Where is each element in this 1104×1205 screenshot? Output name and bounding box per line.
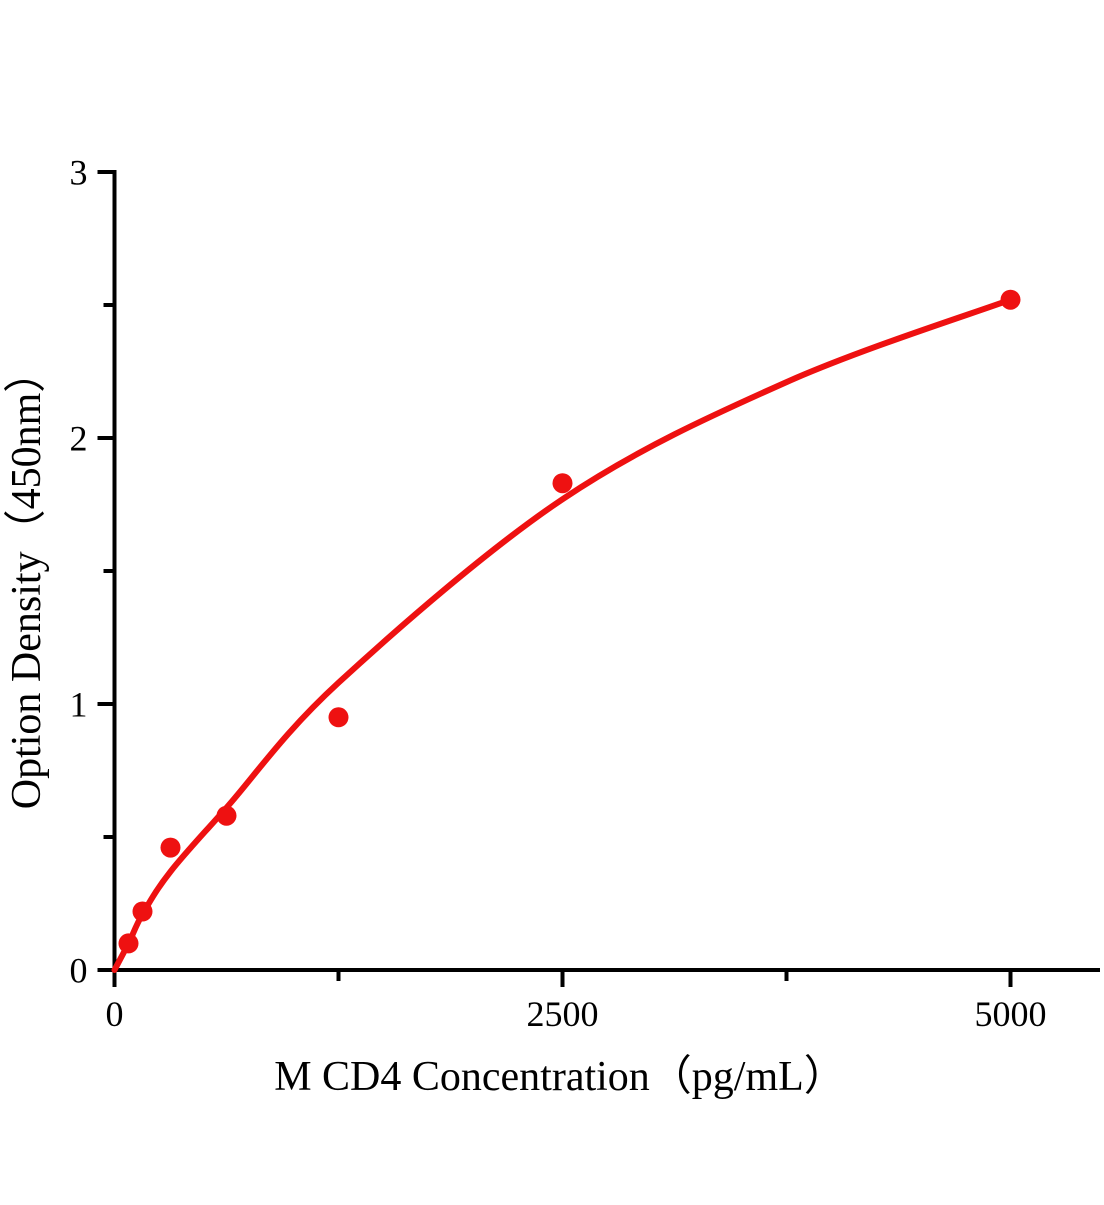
x-tick-label: 0	[106, 994, 124, 1034]
y-tick-label: 2	[70, 419, 88, 459]
data-point	[328, 707, 349, 728]
data-point	[118, 933, 139, 954]
x-tick-label: 5000	[975, 994, 1047, 1034]
y-tick-label: 3	[70, 153, 88, 193]
axis-tick-labels: 0 2500 5000 0 1 2 3	[70, 153, 1047, 1034]
data-point	[1000, 289, 1021, 310]
y-tick-label: 1	[70, 685, 88, 725]
data-point	[216, 805, 237, 826]
fit-curve	[111, 296, 1014, 973]
data-point	[552, 473, 573, 494]
plot-area	[111, 289, 1021, 973]
x-axis-title: M CD4 Concentration（pg/mL）	[274, 1054, 846, 1100]
y-axis-title: Option Density（450nm）	[4, 351, 50, 810]
y-tick-label: 0	[70, 951, 88, 991]
x-tick-label: 2500	[527, 994, 599, 1034]
data-point	[132, 901, 153, 922]
axes	[112, 170, 1100, 972]
data-point	[160, 837, 181, 858]
axis-ticks	[97, 170, 1013, 987]
